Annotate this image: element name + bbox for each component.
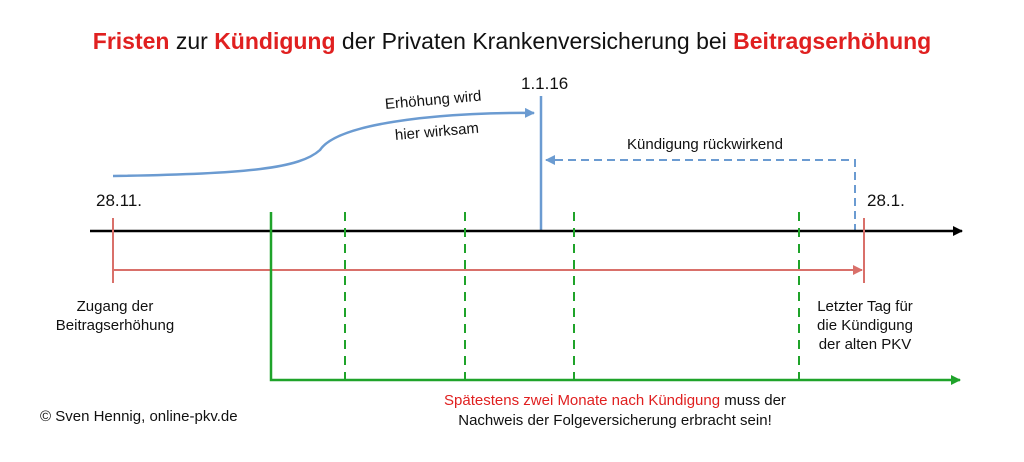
- receipt-label-line1: Zugang der: [76, 298, 154, 315]
- title-kuendigung: Kündigung: [214, 28, 336, 54]
- start-date-label: 28.11.: [96, 191, 143, 210]
- last-day-label-line2: die Kündigung: [817, 317, 913, 334]
- receipt-label: Zugang der Beitragserhöhung: [40, 297, 190, 335]
- end-date-label: 28.1.: [867, 191, 905, 210]
- diagram-title: Fristen zur Kündigung der Privaten Krank…: [0, 28, 1024, 55]
- retroactive-arrow: [545, 155, 856, 232]
- receipt-label-line2: Beitragserhöhung: [55, 317, 175, 334]
- proof-note: Spätestens zwei Monate nach Kündigung mu…: [380, 391, 850, 431]
- title-zur: zur: [169, 28, 215, 54]
- proof-note-rest: muss der: [720, 392, 786, 409]
- copyright-text: © Sven Hennig, online-pkv.de: [40, 408, 238, 425]
- proof-period-arrow: [269, 212, 961, 385]
- retroactive-label: Kündigung rückwirkend: [627, 136, 783, 153]
- last-day-label-line1: Letzter Tag für: [817, 298, 913, 315]
- last-day-label: Letzter Tag für die Kündigung der alten …: [800, 297, 930, 354]
- title-fristen: Fristen: [92, 28, 170, 54]
- increase-curve: [112, 107, 535, 178]
- title-beitragserhoehung: Beitragserhöhung: [733, 28, 932, 54]
- effective-date-label: 1.1.16: [521, 74, 569, 93]
- last-day-label-line3: der alten PKV: [818, 336, 912, 353]
- proof-note-line2: Nachweis der Folgeversicherung erbracht …: [458, 412, 772, 429]
- proof-note-red: Spätestens zwei Monate nach Kündigung: [444, 392, 721, 409]
- title-middle: der Privaten Krankenversicherung bei: [335, 28, 734, 54]
